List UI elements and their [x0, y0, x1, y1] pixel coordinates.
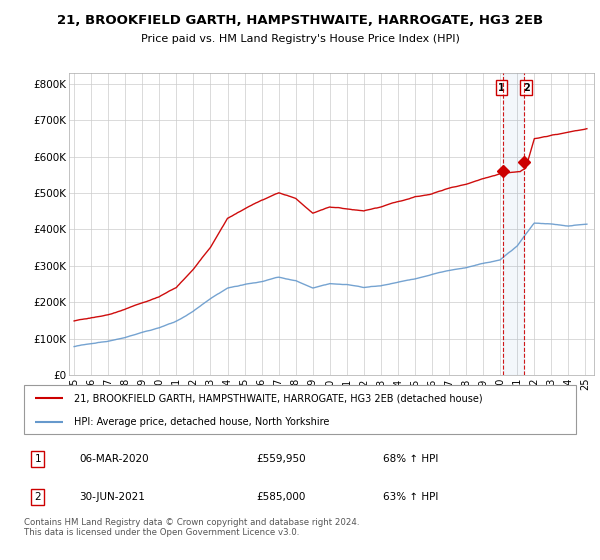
Text: £585,000: £585,000 — [256, 492, 305, 502]
Text: 21, BROOKFIELD GARTH, HAMPSTHWAITE, HARROGATE, HG3 2EB (detached house): 21, BROOKFIELD GARTH, HAMPSTHWAITE, HARR… — [74, 393, 482, 403]
Text: £559,950: £559,950 — [256, 454, 305, 464]
Text: 06-MAR-2020: 06-MAR-2020 — [79, 454, 149, 464]
Text: Contains HM Land Registry data © Crown copyright and database right 2024.
This d: Contains HM Land Registry data © Crown c… — [24, 518, 359, 538]
Text: HPI: Average price, detached house, North Yorkshire: HPI: Average price, detached house, Nort… — [74, 417, 329, 427]
Text: 1: 1 — [498, 83, 505, 93]
Text: 63% ↑ HPI: 63% ↑ HPI — [383, 492, 438, 502]
Text: 1: 1 — [34, 454, 41, 464]
Text: 68% ↑ HPI: 68% ↑ HPI — [383, 454, 438, 464]
Text: 21, BROOKFIELD GARTH, HAMPSTHWAITE, HARROGATE, HG3 2EB: 21, BROOKFIELD GARTH, HAMPSTHWAITE, HARR… — [57, 14, 543, 27]
Text: 2: 2 — [34, 492, 41, 502]
FancyBboxPatch shape — [24, 385, 576, 434]
Text: 30-JUN-2021: 30-JUN-2021 — [79, 492, 145, 502]
Text: 2: 2 — [523, 83, 530, 93]
Text: Price paid vs. HM Land Registry's House Price Index (HPI): Price paid vs. HM Land Registry's House … — [140, 34, 460, 44]
Bar — [503, 73, 524, 375]
